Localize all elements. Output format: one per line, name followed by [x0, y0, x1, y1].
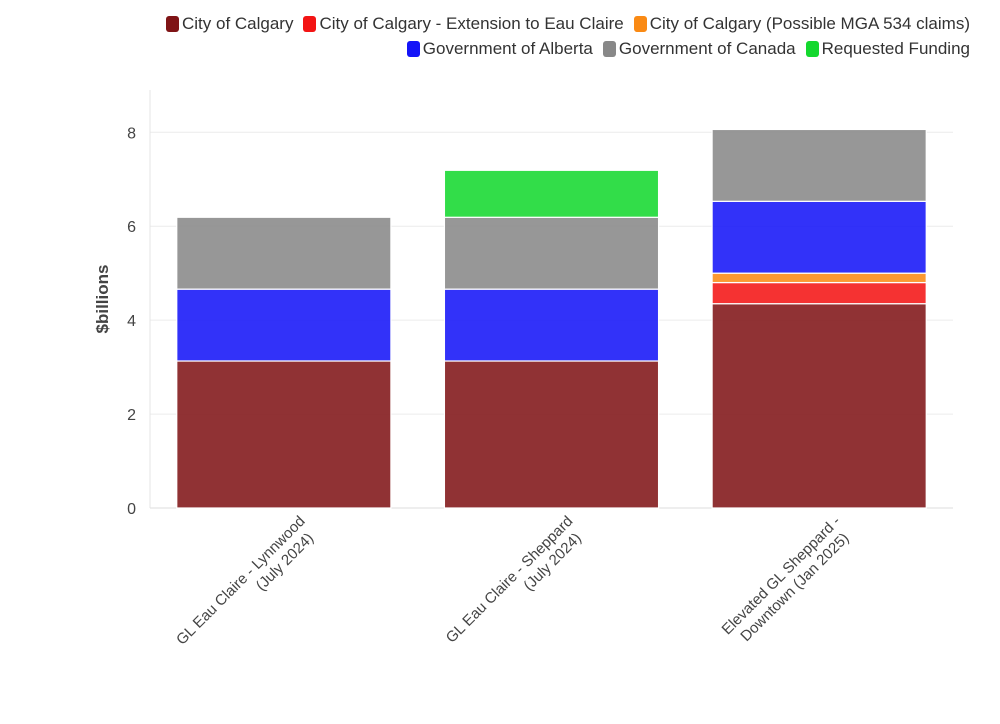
legend-item-city-of-calgary[interactable]: City of Calgary	[165, 14, 294, 34]
bar-segment	[443, 216, 660, 290]
legend-item-possible-mga-534-claims[interactable]: City of Calgary (Possible MGA 534 claims…	[633, 14, 970, 34]
bar-segment	[176, 216, 392, 290]
bar-segment	[443, 169, 660, 218]
bar-segment	[711, 281, 927, 305]
y-tick-label: 6	[127, 219, 136, 236]
bar-segment	[711, 128, 927, 202]
x-tick-label: GL Eau Claire - Sheppard(July 2024)	[443, 513, 589, 659]
legend-swatch	[406, 41, 420, 57]
legend-label: Government of Canada	[618, 39, 796, 58]
legend-item-government-of-canada[interactable]: Government of Canada	[602, 39, 796, 59]
legend-label: City of Calgary	[181, 14, 294, 33]
legend-label: Requested Funding	[821, 39, 970, 58]
y-tick-label: 2	[127, 407, 136, 424]
bar-segment	[443, 360, 660, 509]
x-tick-label-line: GL Eau Claire - Lynnwood	[173, 513, 309, 649]
y-tick-label: 4	[127, 313, 136, 330]
bar-segment	[443, 288, 660, 362]
bar-segment	[711, 200, 927, 274]
legend-label: Government of Alberta	[422, 39, 593, 58]
legend-swatch	[633, 16, 647, 32]
legend: City of Calgary City of Calgary - Extens…	[10, 14, 970, 59]
legend-swatch	[602, 41, 616, 57]
legend-item-requested-funding[interactable]: Requested Funding	[805, 39, 970, 59]
x-tick-label: GL Eau Claire - Lynnwood(July 2024)	[173, 513, 321, 661]
x-tick-label-line: Elevated GL Sheppard -	[719, 513, 844, 638]
bar-segment	[711, 272, 927, 284]
x-tick-label: Elevated GL Sheppard -Downtown (Jan 2025…	[719, 513, 857, 651]
legend-row-1: City of Calgary City of Calgary - Extens…	[165, 14, 970, 34]
bar-segment	[176, 288, 392, 362]
legend-label: City of Calgary - Extension to Eau Clair…	[319, 14, 624, 33]
bar-segment	[711, 303, 927, 509]
y-tick-label: 8	[127, 125, 136, 142]
y-tick-label: 0	[127, 501, 136, 518]
y-axis-title: $billions	[93, 265, 112, 334]
x-tick-label-line: Downtown (Jan 2025)	[737, 530, 852, 645]
x-tick-label-line: GL Eau Claire - Sheppard	[443, 513, 577, 647]
legend-swatch	[303, 16, 317, 32]
legend-item-government-of-alberta[interactable]: Government of Alberta	[406, 39, 593, 59]
legend-swatch	[165, 16, 179, 32]
bar-segment	[176, 360, 392, 509]
legend-item-extension-to-eau-claire[interactable]: City of Calgary - Extension to Eau Clair…	[303, 14, 624, 34]
legend-row-2: Government of Alberta Government of Cana…	[406, 39, 970, 59]
legend-label: City of Calgary (Possible MGA 534 claims…	[649, 14, 970, 33]
legend-swatch	[805, 41, 819, 57]
